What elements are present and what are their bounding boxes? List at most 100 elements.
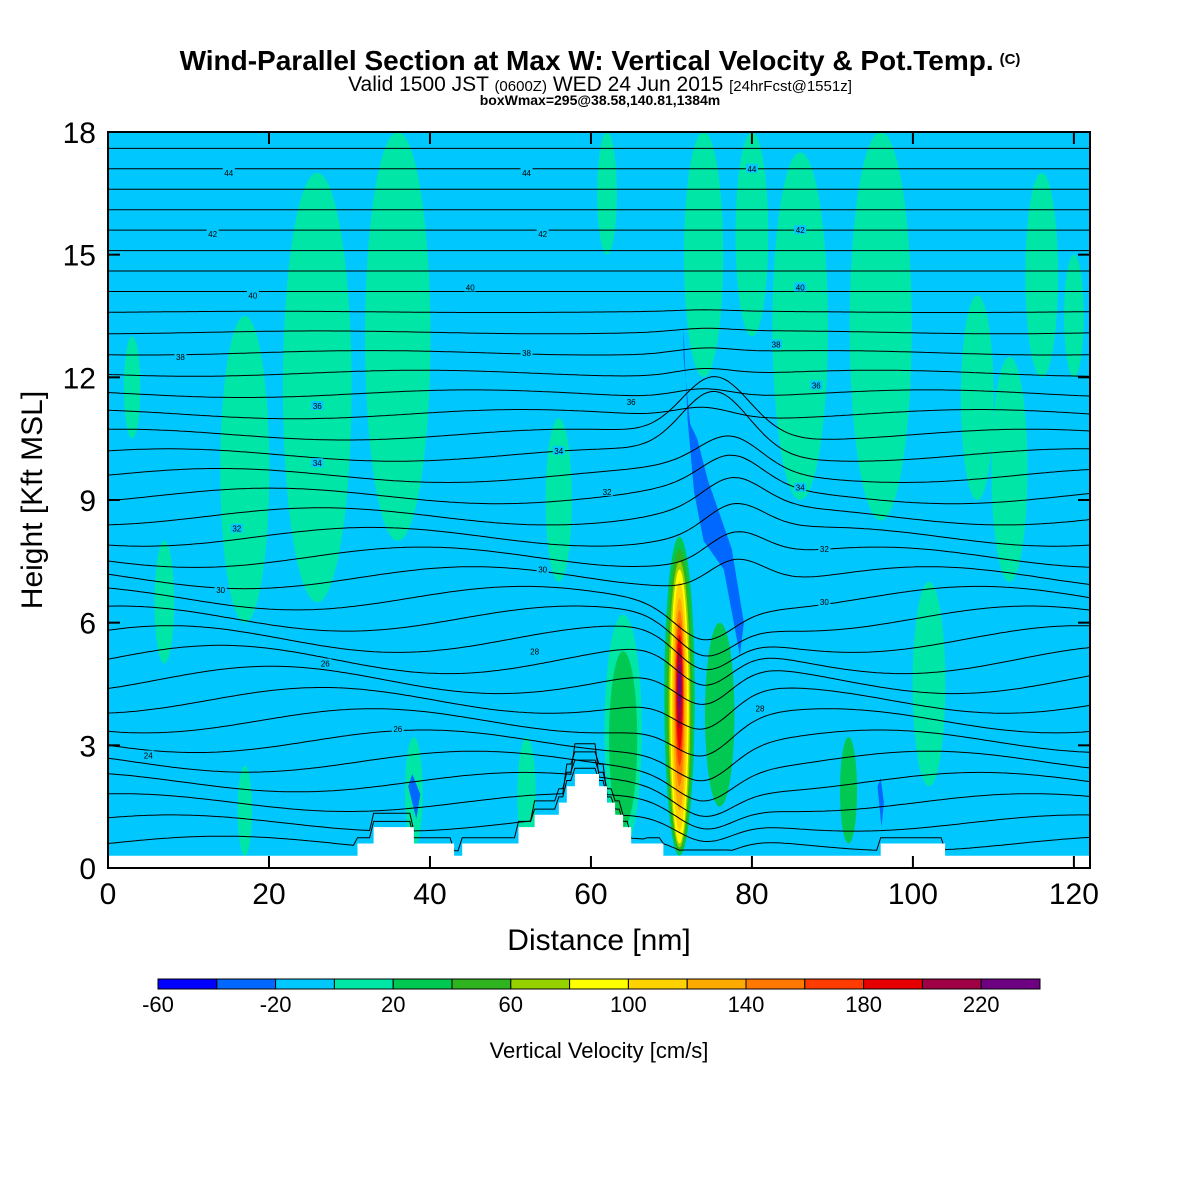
theta-label-32: 32 <box>232 525 241 534</box>
theta-label-bg-8 <box>230 523 243 533</box>
theta-label-bg-7 <box>818 597 831 607</box>
x-tick-label-80: 80 <box>735 878 768 911</box>
theta-label-36: 36 <box>627 398 636 407</box>
colorbar-bin--60 <box>157 978 218 990</box>
theta-label-bg-22 <box>794 282 807 292</box>
colorbar-bin-220 <box>980 978 1041 990</box>
colorbar-bin-160 <box>804 978 865 990</box>
theta-label-bg-13 <box>794 482 807 492</box>
theta-contour-14 <box>108 531 1090 568</box>
theta-label-bg-25 <box>794 225 807 235</box>
x-tick-label-0: 0 <box>100 878 117 911</box>
theta-label-36: 36 <box>313 402 322 411</box>
chart-subtitle-box: boxWmax=295@38.58,140.81,1384m <box>479 92 721 108</box>
title-text: Wind-Parallel Section at Max W: Vertical… <box>179 45 994 76</box>
theta-label-bg-17 <box>174 351 187 361</box>
y-tick-label-18: 18 <box>63 117 96 150</box>
x-tick-label-100: 100 <box>888 878 938 911</box>
colorbar-label: Vertical Velocity [cm/s] <box>490 1038 709 1063</box>
theta-label-44: 44 <box>522 169 531 178</box>
theta-label-42: 42 <box>208 230 217 239</box>
updraft-plume-0 <box>123 336 141 439</box>
theta-contour-11 <box>108 605 1090 657</box>
theta-label-bg-4 <box>753 703 766 713</box>
colorbar-tick-140: 140 <box>728 992 765 1017</box>
chart-title: Wind-Parallel Section at Max W: Vertical… <box>0 44 1200 77</box>
terrain <box>108 774 1090 868</box>
theta-contour-21 <box>108 406 1090 420</box>
y-tick-label-15: 15 <box>63 240 96 273</box>
updraft-plume-1 <box>154 540 175 664</box>
x-tick-label-20: 20 <box>252 878 285 911</box>
theta-label-42: 42 <box>538 230 547 239</box>
y-axis-label: Height [Kft MSL] <box>16 391 49 609</box>
subtitle-utc: (0600Z) <box>494 78 547 95</box>
theta-label-bg-11 <box>311 458 324 468</box>
theta-label-26: 26 <box>321 660 330 669</box>
theta-label-bg-26 <box>222 167 235 177</box>
colorbar-bin-140 <box>745 978 806 990</box>
theta-contour-20 <box>108 376 1090 441</box>
theta-label-32: 32 <box>603 488 612 497</box>
theta-contour-17 <box>108 454 1090 505</box>
theta-label-30: 30 <box>538 566 547 575</box>
subtitle-forecast: [24hrFcst@1551z] <box>729 78 852 95</box>
theta-label-28: 28 <box>530 647 539 656</box>
theta-contour-6 <box>108 708 1090 757</box>
updraft-plume-16 <box>840 737 858 844</box>
theta-label-bg-1 <box>391 723 404 733</box>
theta-label-bg-14 <box>311 400 324 410</box>
theta-label-bg-9 <box>601 486 614 496</box>
y-tick-label-9: 9 <box>79 485 96 518</box>
subtitle-date: WED 24 Jun 2015 <box>552 73 724 96</box>
theta-label-40: 40 <box>248 292 257 301</box>
theta-label-bg-19 <box>770 339 783 349</box>
updraft-band-220 <box>677 663 682 709</box>
theta-label-38: 38 <box>522 349 531 358</box>
theta-contour-23 <box>108 368 1090 377</box>
theta-contour-9 <box>108 644 1090 686</box>
theta-label-bg-18 <box>520 347 533 357</box>
theta-label-34: 34 <box>554 447 563 456</box>
y-tick-label-0: 0 <box>79 853 96 886</box>
colorbar-tick--20: -20 <box>260 992 292 1017</box>
updraft-plume-17 <box>849 132 912 521</box>
theta-contour-25 <box>108 327 1090 335</box>
colorbar-bin-0 <box>333 978 394 990</box>
theta-contour-10 <box>108 625 1090 671</box>
x-axis-label: Distance [nm] <box>507 924 690 957</box>
theta-label-32: 32 <box>820 545 829 554</box>
colorbar-bin--20 <box>275 978 335 990</box>
theta-label-34: 34 <box>313 459 322 468</box>
theta-label-bg-3 <box>528 646 541 656</box>
theta-label-bg-12 <box>552 445 565 455</box>
updraft-plume-7 <box>517 737 536 852</box>
updraft-plume-12 <box>684 132 724 378</box>
x-tick-label-40: 40 <box>413 878 446 911</box>
y-tick-label-6: 6 <box>79 608 96 641</box>
downdraft-3 <box>877 778 884 828</box>
title-tag: (C) <box>999 51 1021 68</box>
colorbar-bin-40 <box>451 978 512 990</box>
updraft-plume-3 <box>237 765 253 856</box>
theta-label-38: 38 <box>772 341 781 350</box>
colorbar-bin-100 <box>627 978 688 990</box>
colorbar-tick-60: 60 <box>499 992 523 1017</box>
colorbar-bin-200 <box>921 978 982 990</box>
updraft-core <box>664 536 695 856</box>
theta-contour-5 <box>108 729 1090 782</box>
theta-contour-18 <box>108 435 1090 483</box>
theta-contour-26 <box>108 309 1090 313</box>
theta-label-bg-0 <box>142 750 155 760</box>
colorbar-bin-180 <box>863 978 923 990</box>
colorbar-bin-60 <box>510 978 571 990</box>
theta-label-bg-23 <box>206 229 219 239</box>
subtitle-valid: Valid 1500 JST <box>348 73 489 96</box>
downdraft-1 <box>687 418 744 656</box>
theta-contours <box>108 147 1090 852</box>
theta-label-24: 24 <box>144 752 153 761</box>
theta-labels: 24 26 26 28 28 30 30 30 32 32 32 34 34 34 36 36 36 38 38 38… <box>142 163 831 761</box>
theta-contour-24 <box>108 347 1090 356</box>
theta-label-26: 26 <box>393 725 402 734</box>
